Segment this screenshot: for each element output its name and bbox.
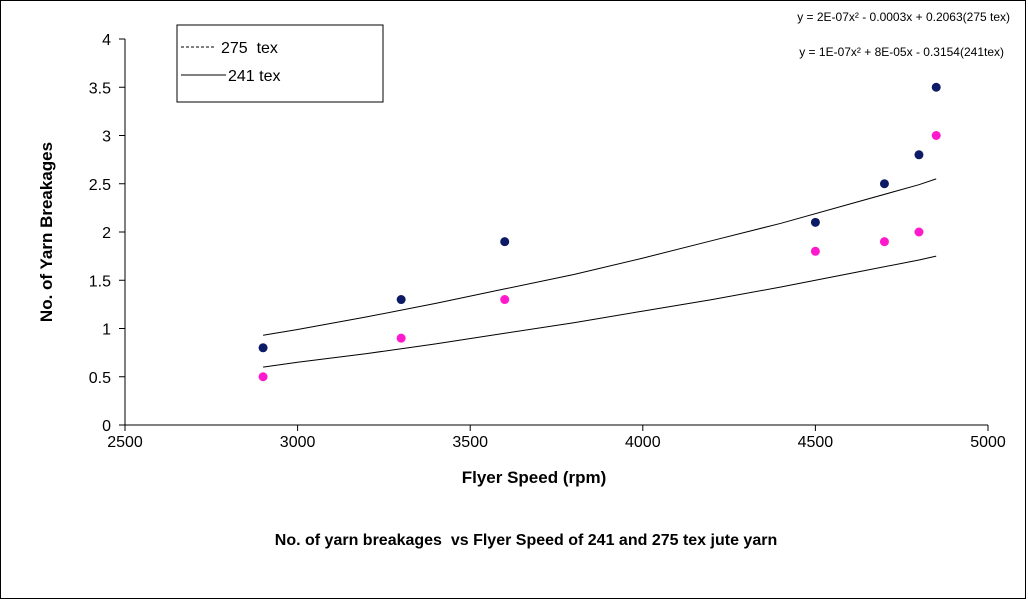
data-point-series-0 (500, 237, 510, 247)
data-point-series-0 (931, 82, 941, 92)
legend-label-275-tex: 275 tex (221, 40, 278, 57)
data-point-series-0 (879, 179, 889, 189)
data-points (258, 82, 941, 382)
x-tick-label: 3000 (280, 434, 316, 451)
y-tick-label: 2.5 (89, 177, 111, 194)
y-tick-label: 3.5 (89, 80, 111, 97)
data-point-series-0 (810, 217, 820, 227)
data-point-series-1 (879, 237, 889, 247)
x-tick-label: 5000 (970, 434, 1006, 451)
data-point-series-1 (258, 372, 268, 382)
x-tick-label: 4000 (625, 434, 661, 451)
y-tick-label: 2 (102, 225, 111, 242)
data-point-series-0 (914, 150, 924, 160)
data-point-series-1 (810, 246, 820, 256)
equation-241-tex: y = 1E-07x² + 8E-05x - 0.3154(241tex) (799, 45, 1004, 59)
y-tick-label: 0 (102, 418, 111, 435)
data-point-series-1 (914, 227, 924, 237)
y-tick-label: 4 (102, 32, 111, 49)
y-tick-label: 0.5 (89, 370, 111, 387)
trendlines (263, 178, 937, 368)
x-tick-label: 4500 (798, 434, 834, 451)
x-axis-title: Flyer Speed (rpm) (462, 468, 607, 487)
axes (119, 38, 989, 431)
y-axis-title: No. of Yarn Breakages (37, 142, 56, 322)
y-tick-label: 3 (102, 129, 111, 146)
y-tick-label: 1.5 (89, 273, 111, 290)
data-point-series-1 (931, 131, 941, 140)
data-point-series-1 (500, 295, 510, 305)
x-tick-label: 2500 (107, 434, 143, 451)
trendline-series-0 (263, 178, 937, 336)
trendline-series-1 (263, 255, 937, 368)
data-point-series-0 (258, 343, 268, 353)
data-point-series-0 (396, 295, 406, 305)
legend-box (176, 24, 384, 103)
chart-caption: No. of yarn breakages vs Flyer Speed of … (275, 532, 777, 549)
legend-label-241-tex: 241 tex (228, 68, 280, 85)
x-tick-label: 3500 (452, 434, 488, 451)
legend: 275 tex 241 tex (176, 24, 384, 103)
y-tick-label: 1 (102, 322, 111, 339)
tick-labels: 0 0.5 1 1.5 2 2.5 3 3.5 4 2500 3000 3500 4000 4500 500… (89, 32, 1006, 451)
equation-275-tex: y = 2E-07x² - 0.0003x + 0.2063(275 tex) (797, 10, 1010, 24)
data-point-series-1 (396, 333, 406, 343)
